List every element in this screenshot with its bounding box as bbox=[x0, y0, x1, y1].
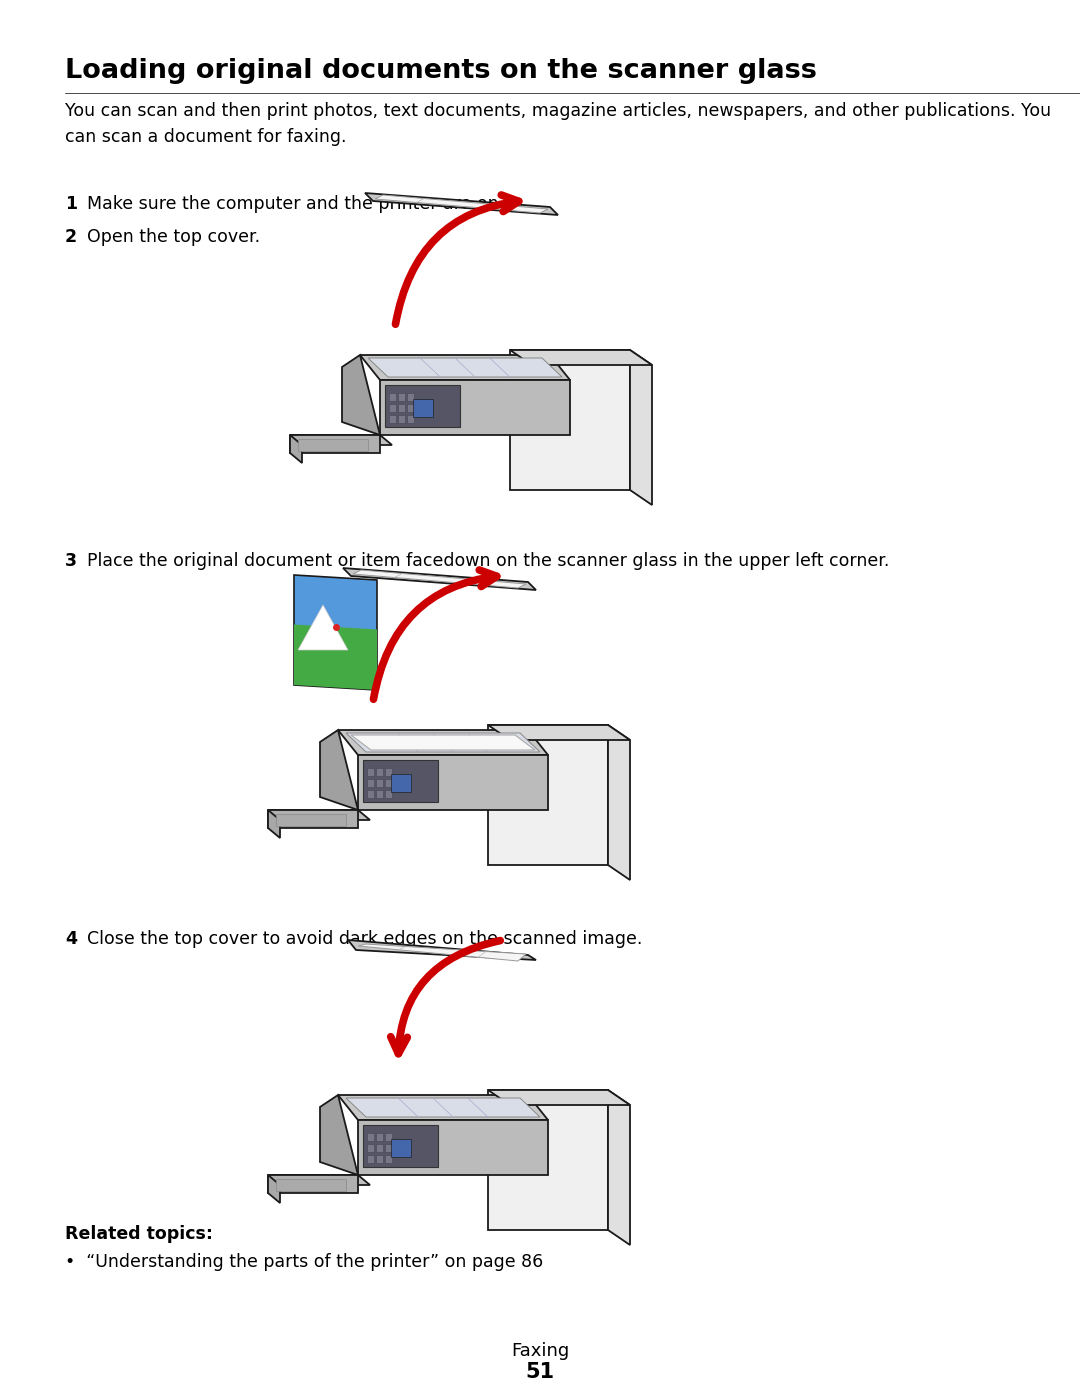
FancyBboxPatch shape bbox=[488, 1090, 608, 1229]
Polygon shape bbox=[291, 434, 380, 453]
FancyBboxPatch shape bbox=[384, 780, 392, 787]
Polygon shape bbox=[608, 725, 630, 880]
Text: Place the original document or item facedown on the scanner glass in the upper l: Place the original document or item face… bbox=[87, 552, 889, 570]
Polygon shape bbox=[294, 624, 377, 690]
FancyBboxPatch shape bbox=[488, 725, 608, 865]
Polygon shape bbox=[365, 193, 558, 215]
FancyBboxPatch shape bbox=[407, 415, 414, 423]
Text: You can scan and then print photos, text documents, magazine articles, newspaper: You can scan and then print photos, text… bbox=[65, 102, 1051, 145]
Polygon shape bbox=[357, 944, 526, 961]
Polygon shape bbox=[348, 940, 536, 960]
FancyBboxPatch shape bbox=[367, 1155, 374, 1162]
Polygon shape bbox=[320, 731, 357, 810]
FancyBboxPatch shape bbox=[399, 393, 405, 401]
FancyBboxPatch shape bbox=[407, 393, 414, 401]
Polygon shape bbox=[338, 1095, 548, 1120]
Text: 4: 4 bbox=[65, 930, 77, 949]
Text: Make sure the computer and the printer are on.: Make sure the computer and the printer a… bbox=[87, 196, 504, 212]
Polygon shape bbox=[268, 1175, 357, 1193]
Polygon shape bbox=[346, 733, 540, 752]
Polygon shape bbox=[268, 810, 370, 820]
Text: •  “Understanding the parts of the printer” on page 86: • “Understanding the parts of the printe… bbox=[65, 1253, 543, 1271]
FancyBboxPatch shape bbox=[384, 768, 392, 775]
FancyBboxPatch shape bbox=[298, 439, 368, 451]
Polygon shape bbox=[357, 1120, 548, 1175]
FancyBboxPatch shape bbox=[276, 1179, 346, 1192]
FancyBboxPatch shape bbox=[384, 386, 460, 427]
Polygon shape bbox=[291, 434, 392, 446]
FancyBboxPatch shape bbox=[413, 400, 433, 416]
FancyBboxPatch shape bbox=[376, 1133, 383, 1141]
FancyBboxPatch shape bbox=[407, 404, 414, 412]
FancyBboxPatch shape bbox=[399, 415, 405, 423]
Polygon shape bbox=[268, 810, 357, 828]
Text: Close the top cover to avoid dark edges on the scanned image.: Close the top cover to avoid dark edges … bbox=[87, 930, 643, 949]
Polygon shape bbox=[375, 196, 548, 212]
Polygon shape bbox=[368, 358, 562, 377]
Polygon shape bbox=[346, 1098, 540, 1118]
Text: Loading original documents on the scanner glass: Loading original documents on the scanne… bbox=[65, 59, 816, 84]
Polygon shape bbox=[343, 569, 536, 590]
FancyBboxPatch shape bbox=[510, 351, 630, 490]
Text: Open the top cover.: Open the top cover. bbox=[87, 228, 260, 246]
FancyBboxPatch shape bbox=[363, 1125, 438, 1166]
Polygon shape bbox=[268, 810, 280, 838]
Polygon shape bbox=[353, 570, 526, 588]
Polygon shape bbox=[342, 355, 380, 434]
Polygon shape bbox=[294, 576, 377, 690]
FancyBboxPatch shape bbox=[389, 404, 396, 412]
FancyBboxPatch shape bbox=[384, 1144, 392, 1153]
FancyBboxPatch shape bbox=[367, 789, 374, 798]
FancyBboxPatch shape bbox=[376, 780, 383, 787]
FancyBboxPatch shape bbox=[367, 768, 374, 775]
FancyBboxPatch shape bbox=[384, 1155, 392, 1162]
Polygon shape bbox=[360, 355, 570, 380]
FancyBboxPatch shape bbox=[363, 760, 438, 802]
FancyBboxPatch shape bbox=[384, 789, 392, 798]
FancyBboxPatch shape bbox=[367, 1144, 374, 1153]
Text: Faxing: Faxing bbox=[511, 1343, 569, 1361]
FancyBboxPatch shape bbox=[391, 774, 411, 792]
Polygon shape bbox=[608, 1090, 630, 1245]
Polygon shape bbox=[357, 754, 548, 810]
FancyBboxPatch shape bbox=[276, 814, 346, 826]
Polygon shape bbox=[510, 351, 652, 365]
FancyBboxPatch shape bbox=[391, 1139, 411, 1157]
Polygon shape bbox=[351, 735, 535, 750]
FancyBboxPatch shape bbox=[367, 780, 374, 787]
Polygon shape bbox=[268, 1175, 280, 1203]
Text: Related topics:: Related topics: bbox=[65, 1225, 213, 1243]
FancyBboxPatch shape bbox=[376, 1144, 383, 1153]
FancyBboxPatch shape bbox=[389, 415, 396, 423]
Polygon shape bbox=[630, 351, 652, 504]
Polygon shape bbox=[268, 1175, 370, 1185]
Polygon shape bbox=[338, 731, 548, 754]
Text: 51: 51 bbox=[526, 1362, 554, 1382]
Text: 3: 3 bbox=[65, 552, 77, 570]
Polygon shape bbox=[488, 1090, 630, 1105]
FancyBboxPatch shape bbox=[376, 1155, 383, 1162]
Text: 2: 2 bbox=[65, 228, 77, 246]
Text: 1: 1 bbox=[65, 196, 77, 212]
Polygon shape bbox=[298, 605, 348, 650]
Polygon shape bbox=[488, 725, 630, 740]
Polygon shape bbox=[320, 1095, 357, 1175]
FancyBboxPatch shape bbox=[376, 789, 383, 798]
FancyBboxPatch shape bbox=[389, 393, 396, 401]
FancyBboxPatch shape bbox=[376, 768, 383, 775]
FancyBboxPatch shape bbox=[399, 404, 405, 412]
Polygon shape bbox=[291, 434, 302, 462]
Polygon shape bbox=[380, 380, 570, 434]
FancyBboxPatch shape bbox=[384, 1133, 392, 1141]
FancyBboxPatch shape bbox=[367, 1133, 374, 1141]
